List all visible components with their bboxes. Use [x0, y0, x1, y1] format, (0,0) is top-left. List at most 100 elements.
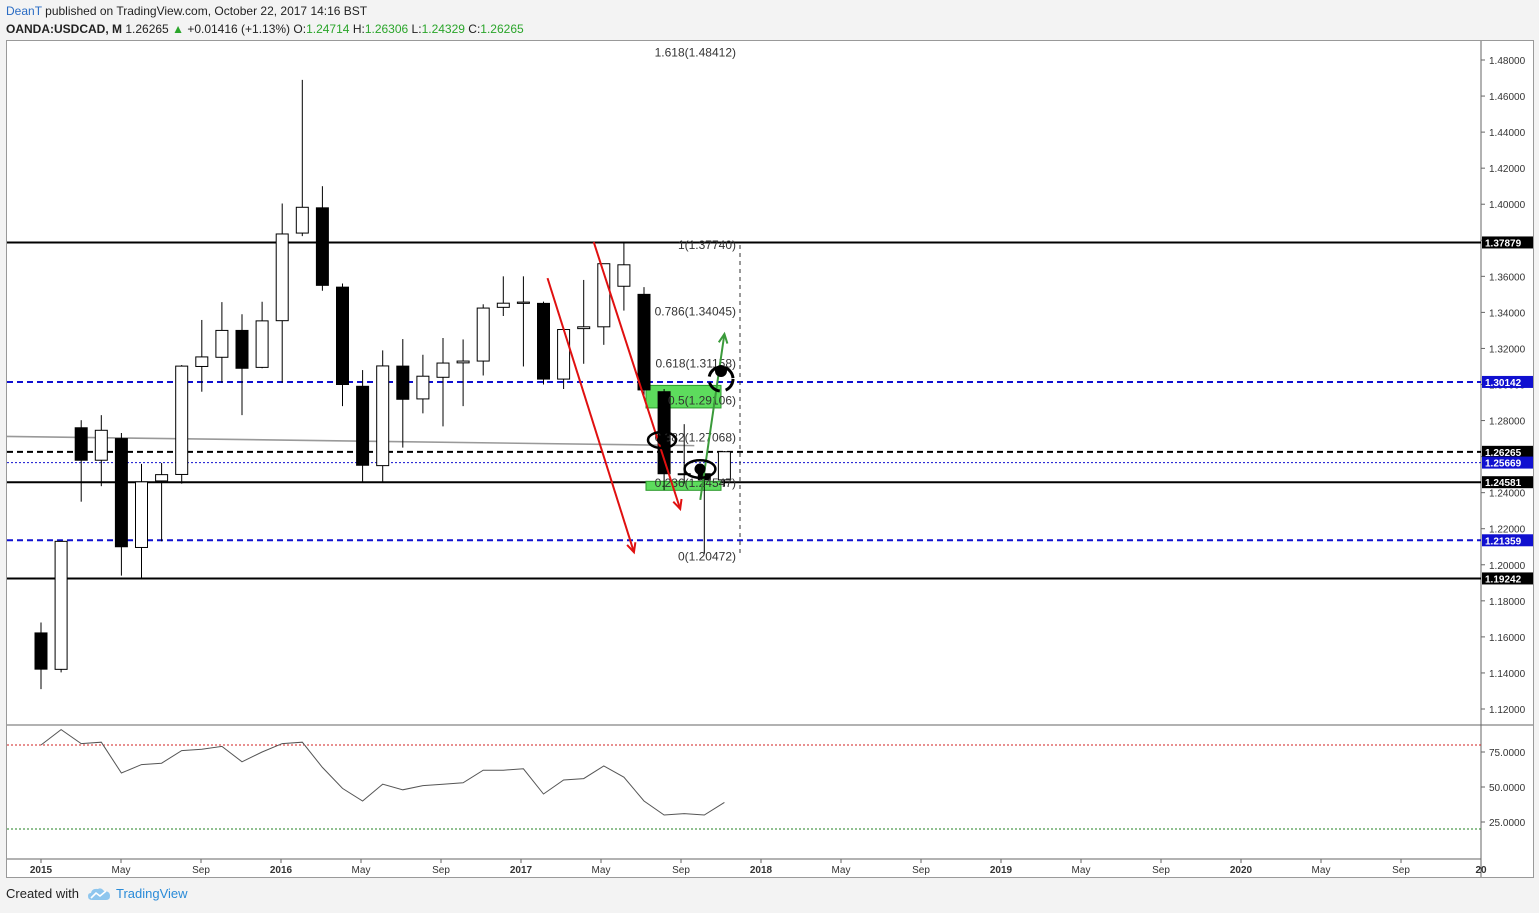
time-tick-label: Sep: [912, 865, 930, 876]
candle-body: [255, 320, 269, 368]
price-tick-label: 1.14000: [1489, 669, 1526, 680]
fib-level-label: 1(1.37740): [678, 238, 736, 252]
price-tick-label: 1.12000: [1489, 705, 1526, 716]
candle-body: [155, 474, 169, 482]
time-tick-label: Sep: [1392, 865, 1410, 876]
candle-body: [74, 427, 88, 461]
close-label: C:: [468, 22, 481, 36]
price-chart[interactable]: 1.480001.460001.440001.420001.400001.380…: [6, 41, 1533, 877]
red-arrow-head: [672, 498, 683, 512]
price-tick-label: 1.28000: [1489, 417, 1526, 428]
time-tick-label: May: [832, 865, 851, 876]
fib-level-label: 0.236(1.24547): [655, 476, 736, 490]
up-arrow-icon: ▲: [172, 22, 184, 36]
time-tick-label: 2018: [750, 865, 773, 876]
green-arrow-head: [717, 331, 729, 344]
time-tick-label: 2019: [990, 865, 1013, 876]
candle-body: [416, 375, 430, 400]
price-tick-label: 1.42000: [1489, 164, 1526, 175]
fib-level-label: 0.5(1.29106): [668, 394, 736, 408]
time-tick-label: May: [1312, 865, 1331, 876]
candle-body: [295, 206, 309, 234]
level-price-tag: [1482, 476, 1533, 489]
candle-body: [476, 307, 490, 362]
price-tick-label: 1.20000: [1489, 561, 1526, 572]
rsi-tick-label: 75.0000: [1489, 748, 1526, 759]
candle-body: [496, 302, 510, 308]
published-text: published on TradingView.com, October 22…: [45, 4, 368, 18]
level-price-label: 1.19242: [1485, 574, 1522, 585]
level-price-tag: [1482, 456, 1533, 469]
time-tick-label: Sep: [672, 865, 690, 876]
candle-body: [34, 632, 48, 670]
tradingview-link[interactable]: TradingView: [87, 886, 188, 901]
author-link[interactable]: DeanT: [6, 4, 42, 18]
rsi-tick-label: 50.0000: [1489, 783, 1526, 794]
time-tick-label: 20: [1475, 865, 1487, 876]
candle-body: [94, 429, 108, 461]
refresh-icon: [707, 365, 735, 393]
level-price-tag: [1482, 572, 1533, 585]
price-tick-label: 1.36000: [1489, 272, 1526, 283]
rsi-line: [40, 728, 725, 816]
open-value: 1.24714: [306, 22, 350, 36]
candle-body: [557, 329, 571, 380]
eye-pupil-icon: [657, 435, 667, 445]
candle-body: [195, 356, 209, 367]
candle-body: [436, 362, 450, 378]
eye-pupil-icon: [694, 463, 706, 475]
candle-body: [235, 329, 249, 369]
price-tick-label: 1.16000: [1489, 633, 1526, 644]
fib-zone: [645, 480, 722, 491]
time-tick-label: Sep: [432, 865, 450, 876]
candle-body: [577, 326, 591, 330]
candle-body: [54, 540, 68, 670]
fib-level-label: 0.786(1.34045): [655, 305, 736, 319]
low-label: L:: [411, 22, 422, 36]
level-price-tag: [1482, 236, 1533, 249]
candle-body: [275, 233, 289, 322]
high-label: H:: [352, 22, 365, 36]
candle-body: [175, 365, 189, 475]
red-arrow-line: [546, 277, 635, 553]
high-value: 1.26306: [364, 22, 409, 36]
time-tick-label: May: [352, 865, 371, 876]
price-tick-label: 1.48000: [1489, 56, 1526, 67]
candle-body: [376, 365, 390, 467]
price-tick-label: 1.32000: [1489, 344, 1526, 355]
candle-body: [456, 360, 470, 364]
candle-body: [516, 301, 530, 304]
level-price-tag: [1482, 534, 1533, 547]
price-tick-label: 1.18000: [1489, 597, 1526, 608]
level-price-label: 1.24581: [1485, 478, 1522, 489]
price-tick-label: 1.44000: [1489, 128, 1526, 139]
level-price-label: 1.21359: [1485, 536, 1522, 547]
price-tick-label: 1.24000: [1489, 489, 1526, 500]
level-price-label: 1.37879: [1485, 238, 1522, 249]
candle-body: [215, 329, 229, 358]
candle-body: [396, 365, 410, 400]
candle-body: [717, 451, 731, 481]
red-arrow-head: [626, 542, 637, 555]
candle-body: [135, 481, 148, 548]
eye-icon: [646, 430, 678, 450]
price-tick-label: 1.34000: [1489, 308, 1526, 319]
tradingview-cloud-icon: [87, 887, 110, 900]
rsi-tick-label: 25.0000: [1489, 818, 1526, 829]
time-tick-label: May: [1072, 865, 1091, 876]
red-arrow-line: [592, 241, 682, 510]
time-tick-label: Sep: [1152, 865, 1170, 876]
candle-body: [356, 385, 370, 466]
brand-text: TradingView: [115, 886, 188, 901]
chart-frame[interactable]: 1.480001.460001.440001.420001.400001.380…: [6, 40, 1534, 878]
price-tick-label: 1.46000: [1489, 92, 1526, 103]
time-tick-label: 2017: [510, 865, 533, 876]
price-change: +0.01416 (+1.13%): [187, 22, 291, 36]
candle-body: [637, 293, 651, 391]
level-price-tag: [1482, 445, 1533, 458]
time-tick-label: Sep: [192, 865, 210, 876]
eye-icon: [683, 458, 717, 480]
price-tick-label: 1.22000: [1489, 525, 1526, 536]
level-price-label: 1.26265: [1485, 448, 1522, 459]
publish-info: DeanT published on TradingView.com, Octo…: [6, 4, 367, 18]
